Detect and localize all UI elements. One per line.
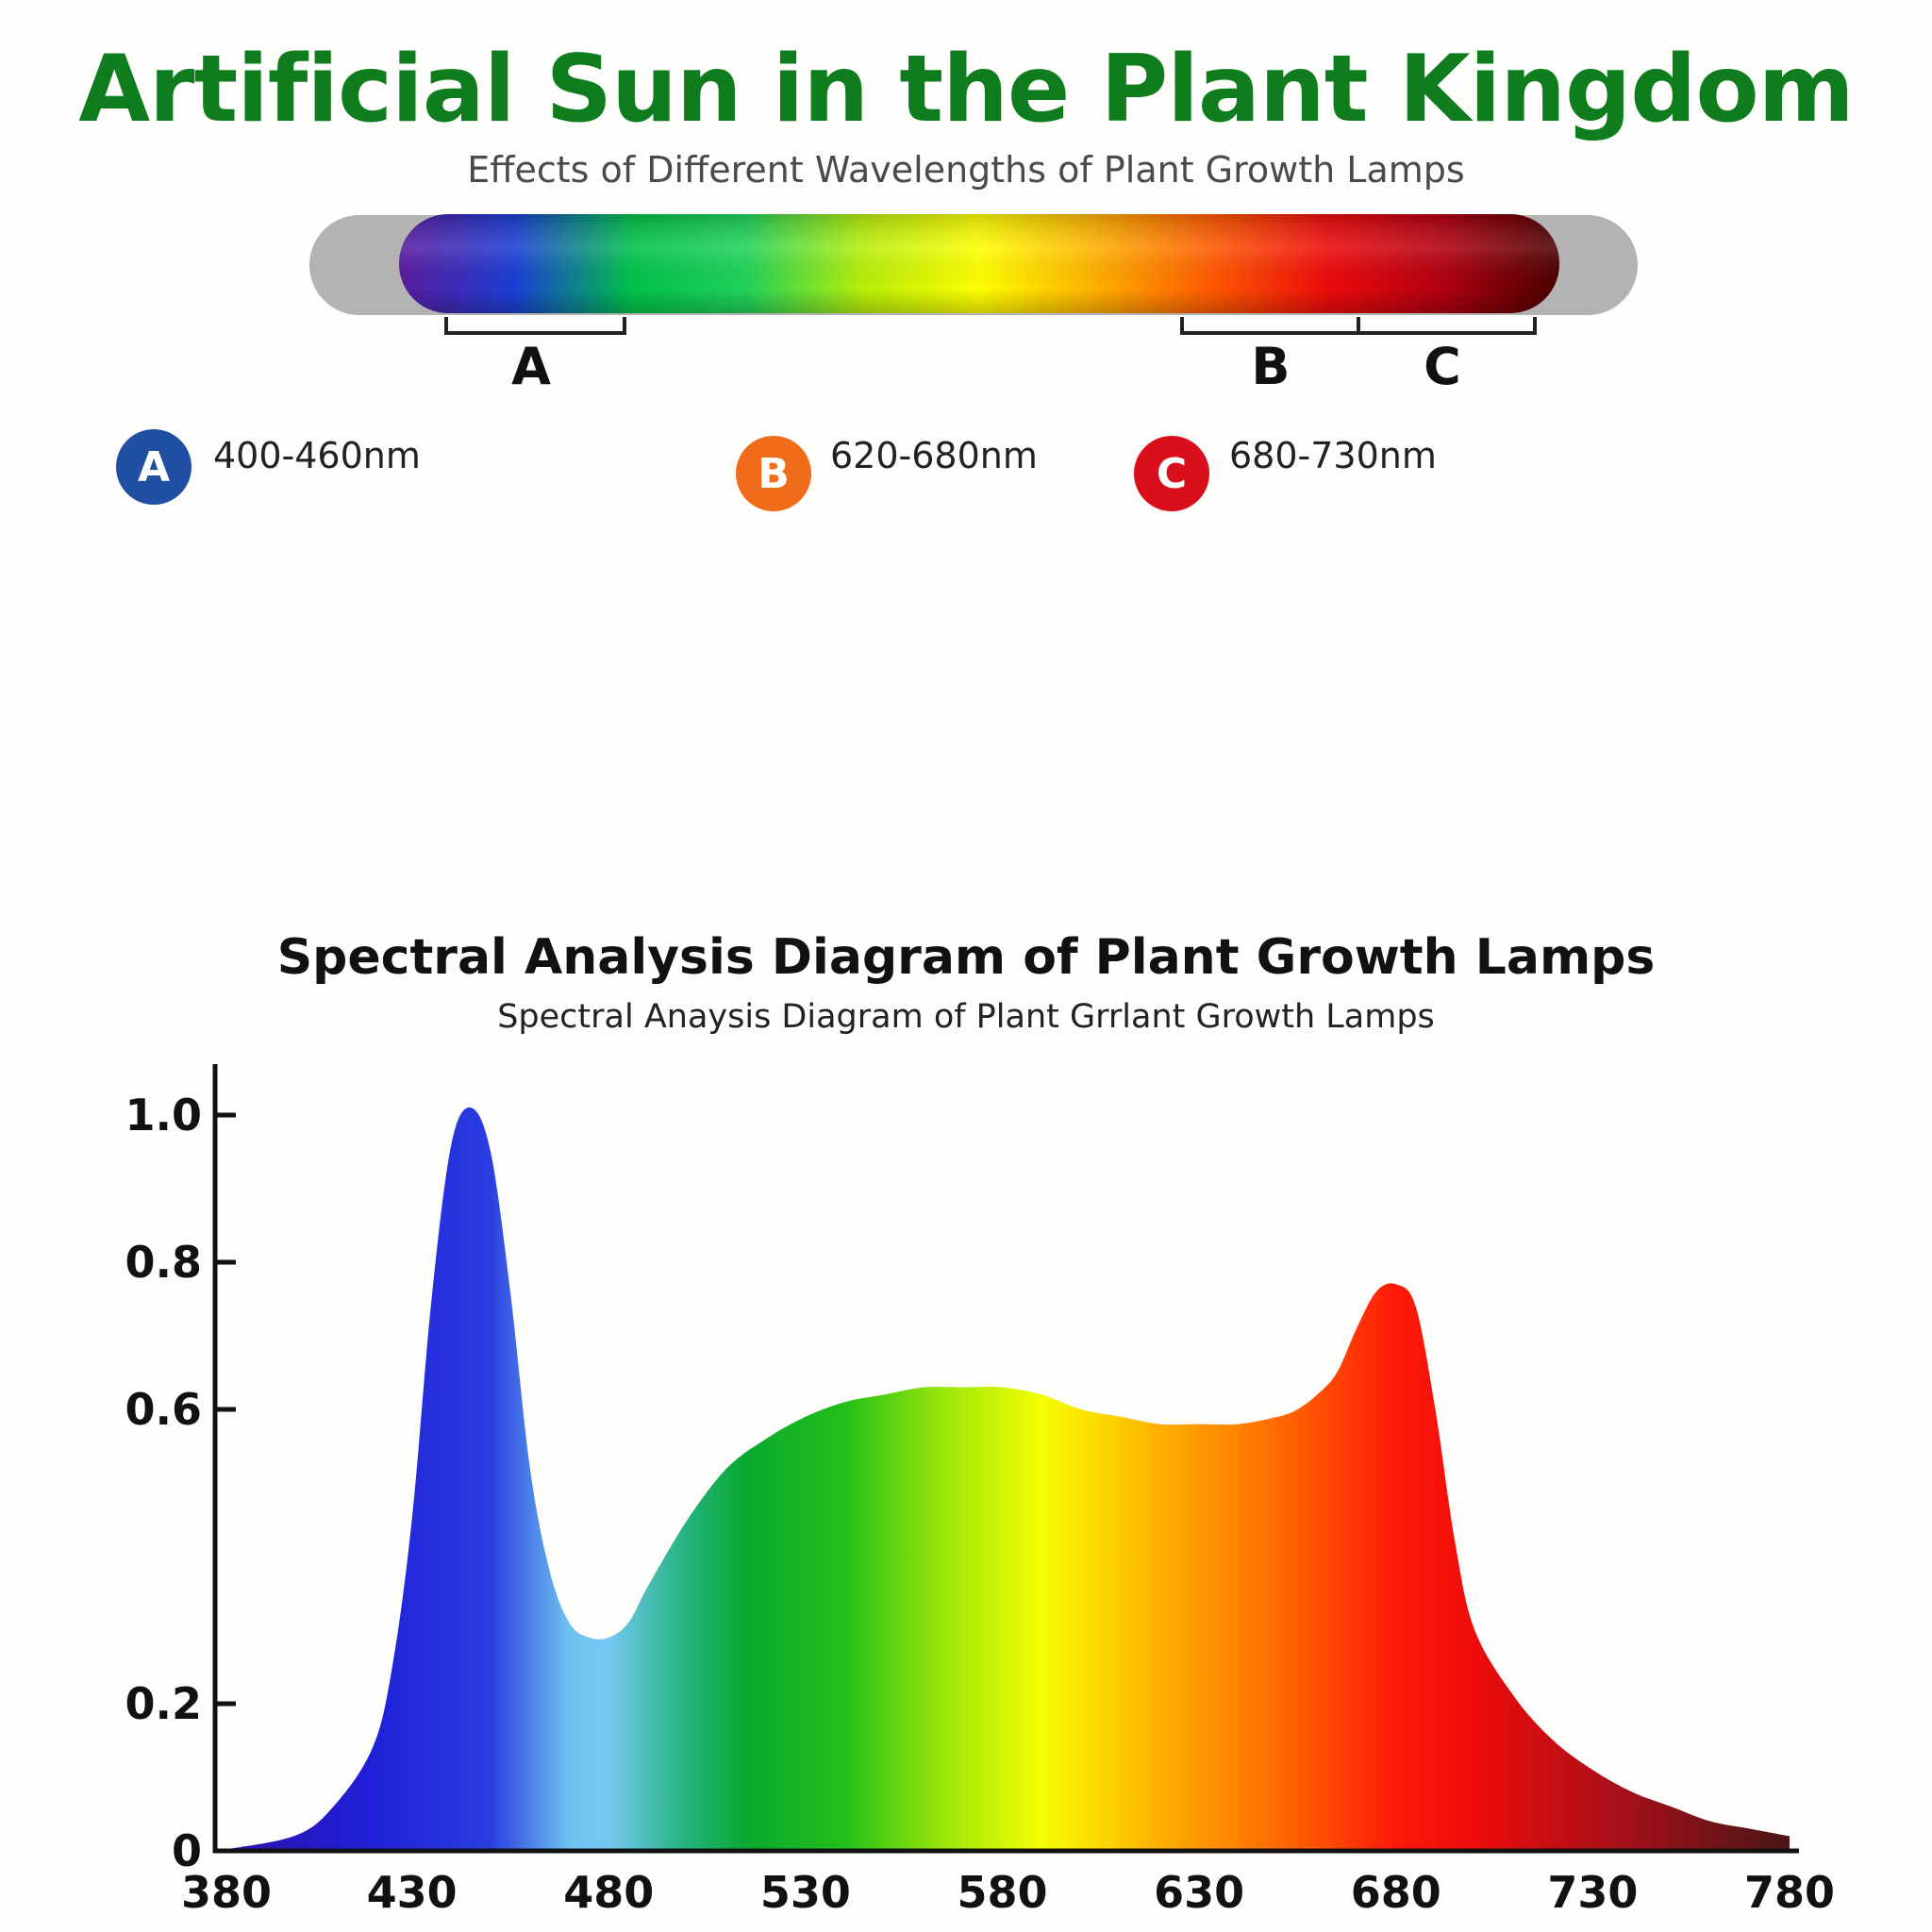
- bracket-label-a: A: [511, 337, 551, 396]
- spectrum-area: [215, 1108, 1790, 1851]
- x-tick-label: 580: [957, 1867, 1047, 1918]
- bracket-a: [444, 317, 626, 335]
- legend-badge-b: B: [736, 436, 811, 511]
- legend-badge-c: C: [1134, 436, 1209, 511]
- y-tick-label: 0.8: [125, 1237, 203, 1288]
- legend-badge-a: A: [116, 429, 192, 505]
- bracket-label-c: C: [1424, 337, 1461, 396]
- x-tick-label: 530: [760, 1867, 851, 1918]
- x-tick-label: 630: [1154, 1867, 1244, 1918]
- legend-range-b: 620-680nm: [830, 435, 1038, 476]
- x-tick-label: 430: [367, 1867, 458, 1918]
- bracket-label-b: B: [1251, 337, 1291, 396]
- x-tick-label: 380: [181, 1867, 272, 1918]
- bracket-b: [1180, 317, 1360, 335]
- bracket-c: [1357, 317, 1537, 335]
- lamp-tube-shade: [399, 214, 1559, 313]
- lamp-spectrum-bar: [309, 214, 1638, 335]
- x-tick-label: 730: [1547, 1867, 1638, 1918]
- y-tick-label: 0.6: [125, 1384, 203, 1435]
- main-title: Artificial Sun in the Plant Kingdom: [78, 36, 1855, 143]
- y-tick-label: 1.0: [125, 1090, 203, 1141]
- main-subtitle: Effects of Different Wavelengths of Plan…: [467, 149, 1465, 191]
- chart-title: Spectral Analysis Diagram of Plant Growt…: [276, 929, 1656, 986]
- y-tick-label: 0: [172, 1825, 202, 1876]
- x-tick-label: 680: [1351, 1867, 1441, 1918]
- y-tick-label: 0.2: [125, 1678, 203, 1729]
- legend-range-c: 680-730nm: [1229, 435, 1437, 476]
- legend-range-a: 400-460nm: [213, 435, 421, 476]
- chart-subtitle: Spectral Anaysis Diagram of Plant Grrlan…: [497, 998, 1435, 1036]
- x-tick-label: 780: [1744, 1867, 1835, 1918]
- x-tick-label: 480: [563, 1867, 654, 1918]
